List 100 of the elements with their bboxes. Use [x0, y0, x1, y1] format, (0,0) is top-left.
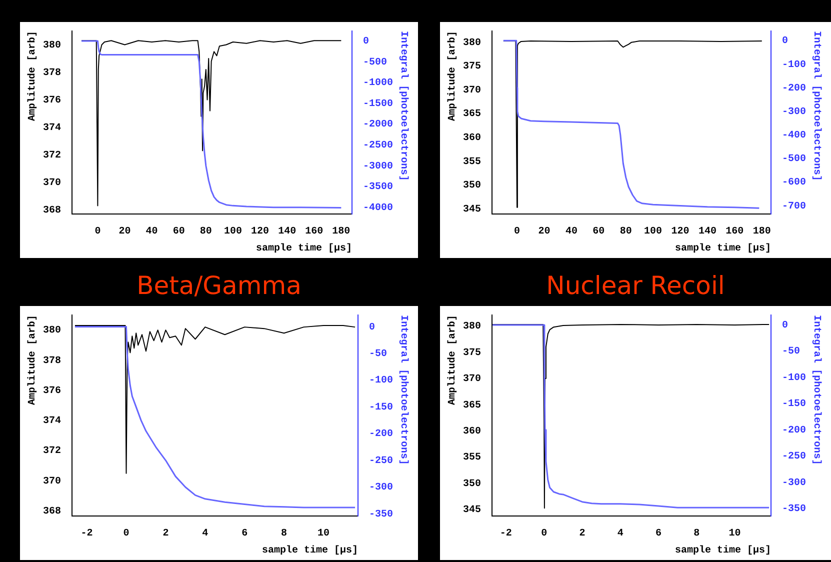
x-tick-label: 40	[146, 226, 158, 238]
y-tick-label: 350	[462, 180, 482, 192]
y2-tick-label: -50	[782, 346, 800, 358]
y-tick-label: 380	[42, 326, 62, 337]
y2-tick-label: 0	[368, 322, 376, 334]
x-tick-label: 4	[617, 528, 624, 540]
y-tick-label: 375	[462, 348, 482, 359]
y2-tick-label: 0	[782, 320, 788, 332]
x-tick-label: 6	[242, 528, 248, 540]
x-tick-label: 10	[317, 528, 330, 540]
x-tick-label: 160	[726, 226, 744, 238]
y-tick-label: 345	[462, 204, 482, 216]
y2-tick-label: -200	[782, 83, 806, 94]
y-tick-label: 368	[42, 205, 62, 216]
x-tick-label: 2	[162, 528, 169, 540]
y-tick-label: 376	[42, 386, 62, 397]
y-tick-label: 370	[42, 476, 62, 488]
x-tick-label: 100	[644, 226, 662, 238]
x-tick-label: 180	[752, 226, 771, 238]
y2-tick-label: -1500	[362, 98, 394, 110]
x-axis-title: sample time [µs]	[262, 544, 358, 557]
y-tick-label: 345	[462, 505, 482, 516]
y2-tick-label: 0	[782, 36, 788, 48]
y-tick-label: 365	[462, 109, 482, 120]
y2-tick-label: -1000	[362, 78, 394, 90]
y2-tick-label: -350	[368, 509, 394, 520]
y2-tick-label: -100	[782, 60, 806, 71]
y2-tick-label: -250	[782, 452, 806, 463]
x-tick-label: 0	[514, 226, 520, 238]
x-tick-label: 0	[94, 226, 101, 238]
x-tick-label: 100	[224, 226, 242, 238]
y-tick-label: 378	[42, 356, 62, 367]
y2-axis-title: Integral [photoelectrons]	[397, 315, 410, 466]
x-tick-label: 4	[202, 528, 208, 540]
y2-tick-label: -600	[782, 178, 806, 189]
y-tick-label: 355	[462, 452, 482, 464]
y2-tick-label: -300	[782, 478, 806, 489]
x-tick-label: 120	[671, 226, 690, 238]
y2-tick-label: -4000	[362, 202, 394, 214]
y-axis-title: Amplitude [arb]	[446, 31, 459, 122]
x-tick-label: 6	[655, 528, 662, 540]
y-tick-label: 360	[462, 426, 482, 438]
y2-tick-label: -50	[368, 349, 388, 360]
y-axis-title: Amplitude [arb]	[26, 315, 39, 406]
x-tick-label: 180	[332, 226, 350, 238]
x-tick-label: 140	[278, 226, 296, 238]
y-tick-label: 368	[42, 506, 62, 518]
y-axis-title: Amplitude [arb]	[26, 31, 39, 122]
y2-tick-label: -250	[368, 456, 394, 467]
x-tick-label: 0	[123, 528, 130, 540]
x-tick-label: 80	[620, 226, 632, 238]
x-tick-label: 40	[565, 226, 578, 238]
y2-tick-label: -2000	[362, 120, 394, 131]
y-tick-label: 375	[462, 62, 482, 73]
y2-tick-label: -100	[368, 376, 394, 387]
y-tick-label: 380	[462, 38, 482, 49]
y2-tick-label: -400	[782, 130, 806, 142]
y-tick-label: 374	[42, 122, 62, 134]
y2-axis-title: Integral [photoelectrons]	[810, 315, 822, 466]
y2-tick-label: -300	[368, 482, 394, 494]
y-tick-label: 372	[42, 150, 62, 162]
x-axis-title: sample time [µs]	[256, 242, 352, 255]
y2-tick-label: -3500	[362, 182, 394, 194]
x-tick-label: -2	[80, 528, 93, 540]
y2-tick-label: -2500	[362, 140, 394, 152]
x-tick-label: 8	[694, 528, 700, 540]
x-tick-label: 8	[281, 528, 288, 540]
y-tick-label: 350	[462, 478, 482, 490]
x-axis-title: sample time [µs]	[674, 242, 771, 255]
y-tick-label: 360	[462, 132, 482, 144]
x-tick-label: 2	[579, 528, 586, 540]
chart-title: Beta/Gamma	[136, 270, 302, 302]
y2-tick-label: -300	[782, 106, 806, 118]
chart-title: Nuclear Recoil	[545, 270, 726, 302]
y-tick-label: 355	[462, 156, 482, 168]
x-tick-label: 20	[538, 226, 550, 238]
y-tick-label: 374	[42, 416, 62, 428]
x-tick-label: 120	[251, 226, 270, 238]
y-tick-label: 370	[42, 178, 62, 189]
y2-tick-label: -350	[782, 504, 806, 516]
y2-tick-label: -150	[782, 399, 806, 410]
y-tick-label: 376	[42, 95, 62, 106]
y-tick-label: 370	[462, 374, 482, 386]
y-tick-label: 370	[462, 85, 482, 96]
x-tick-label: -2	[500, 528, 512, 540]
x-tick-label: 20	[118, 226, 131, 238]
y2-tick-label: -200	[782, 425, 806, 436]
y2-tick-label: -3000	[362, 161, 394, 172]
x-tick-label: 160	[305, 226, 324, 238]
y-tick-label: 380	[42, 40, 62, 52]
y-axis-title: Amplitude [arb]	[446, 315, 459, 406]
y2-tick-label: -500	[782, 154, 806, 166]
y2-tick-label: -150	[368, 402, 394, 414]
y2-tick-label: -100	[782, 372, 806, 384]
y-tick-label: 380	[462, 322, 482, 333]
y2-axis-title: Integral [photoelectrons]	[397, 31, 410, 182]
x-tick-label: 60	[172, 226, 185, 238]
x-tick-label: 0	[541, 528, 548, 540]
x-tick-label: 10	[728, 528, 741, 540]
y2-tick-label: 0	[362, 36, 370, 48]
